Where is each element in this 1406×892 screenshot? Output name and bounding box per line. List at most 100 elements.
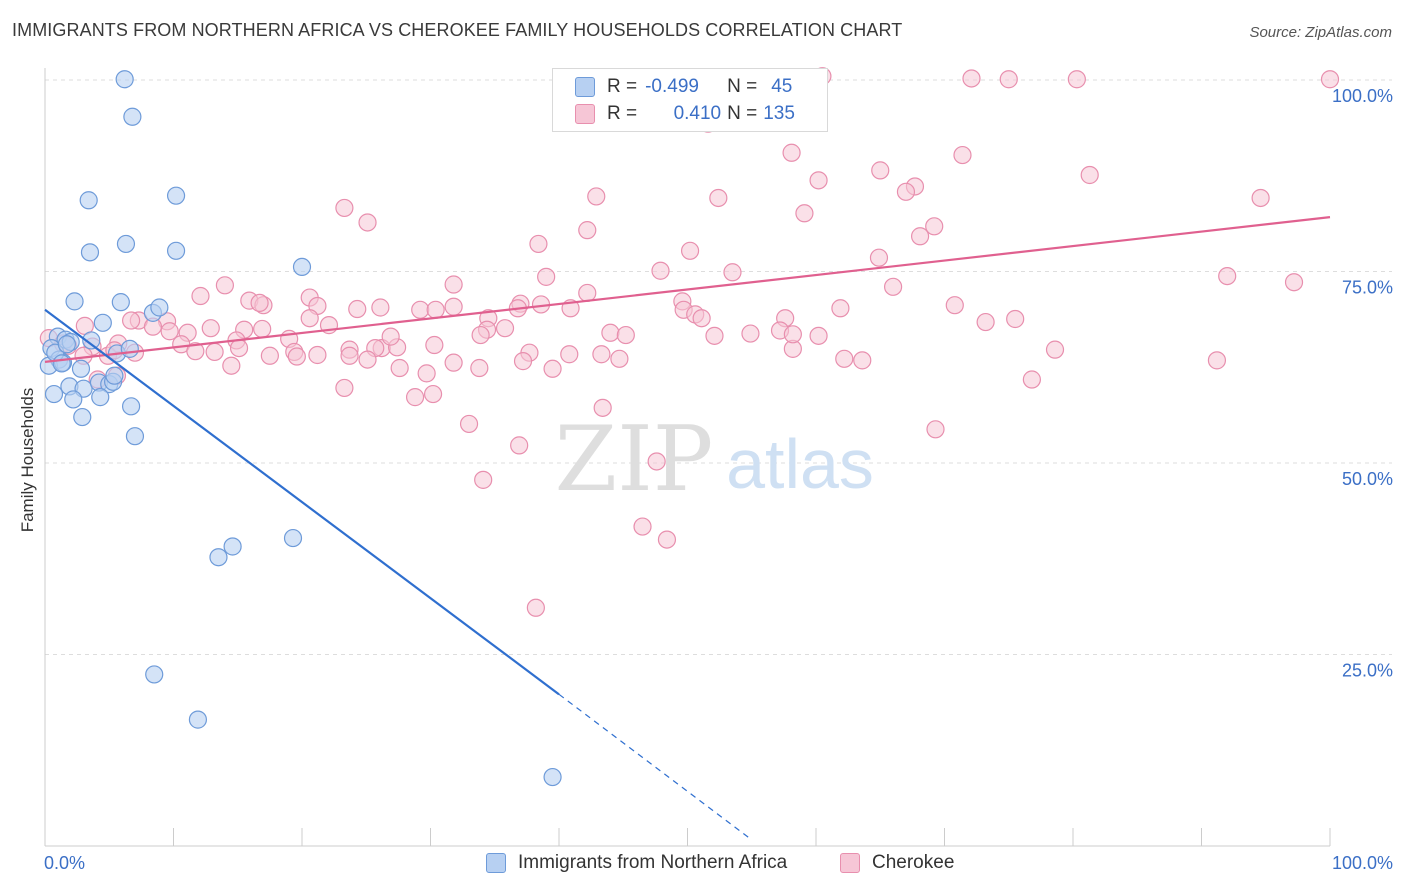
immigrants-point [120, 339, 139, 358]
cherokee-point [809, 326, 828, 345]
cherokee-point [831, 299, 850, 318]
y-axis-label: Family Households [18, 387, 37, 533]
immigrants-point [65, 292, 84, 311]
cherokee-point [633, 517, 652, 536]
immigrants-points [39, 70, 562, 787]
cherokee-point [358, 213, 377, 232]
cherokee-point [513, 352, 533, 371]
immigrants-point [166, 186, 186, 205]
cherokee-point [222, 356, 241, 375]
cherokee-point [543, 359, 562, 378]
cherokee-point [444, 275, 463, 294]
watermark: ZIP atlas [555, 407, 874, 512]
cherokee-point [616, 325, 635, 345]
cherokee-point [426, 300, 445, 319]
immigrants-point [121, 397, 141, 416]
cherokee-point [962, 69, 981, 88]
cherokee-trendline [44, 216, 1331, 363]
immigrants-point [116, 234, 136, 254]
immigrants-point [73, 407, 92, 427]
cherokee-point [680, 241, 700, 260]
axes-layer [44, 68, 1331, 847]
immigrants-point [150, 298, 169, 317]
cherokee-point [795, 204, 814, 223]
cherokee-point [896, 182, 916, 201]
cherokee-point [444, 297, 463, 316]
cherokee-point [587, 187, 606, 206]
cherokee-point [883, 277, 903, 296]
cherokee-point [160, 322, 179, 341]
immigrants-point [145, 665, 164, 684]
watermark-atlas: atlas [726, 425, 874, 503]
cherokee-point [510, 436, 529, 455]
cherokee-point [444, 353, 463, 372]
cherokee-point [405, 388, 425, 407]
immigrants-point [123, 107, 142, 126]
cherokee-point [692, 309, 711, 328]
cherokee-point [783, 325, 802, 344]
immigrants-trendline-extension [558, 693, 753, 841]
immigrants-point [44, 384, 64, 404]
cherokee-point [1080, 165, 1099, 185]
cherokee-point [201, 319, 220, 338]
cherokee-point [976, 312, 995, 332]
cherokee-point [709, 188, 728, 208]
cherokee-point [723, 263, 742, 282]
cherokee-point [869, 248, 889, 267]
cherokee-point [910, 227, 930, 246]
cherokee-point [300, 309, 319, 328]
cherokee-point [651, 261, 670, 280]
cherokee-point [578, 221, 597, 240]
cherokee-point [999, 70, 1018, 89]
cherokee-point [205, 342, 224, 362]
cherokee-point [358, 350, 377, 369]
cherokee-point [308, 345, 327, 365]
cherokee-point [1045, 340, 1065, 359]
cherokee-point [1284, 273, 1304, 292]
cherokee-point [647, 452, 666, 471]
trend-lines [44, 216, 1331, 841]
immigrants-point [292, 257, 312, 277]
legend-blue-n: 45 [771, 76, 793, 97]
cherokee-point [287, 347, 306, 366]
cherokee-point [1218, 266, 1237, 286]
legend-pink-r: 0.410 [673, 103, 722, 124]
cherokee-point [1067, 70, 1086, 89]
immigrants-point [188, 710, 208, 729]
cherokee-point [1006, 309, 1025, 329]
cherokee-point [186, 342, 205, 361]
cherokee-point [601, 323, 620, 342]
legend-blue-r: -0.499 [645, 76, 699, 97]
cherokee-point [705, 326, 724, 345]
cherokee-point [1251, 188, 1270, 208]
watermark-zip: ZIP [555, 407, 714, 512]
cherokee-point [471, 325, 490, 345]
immigrants-point [93, 313, 112, 332]
series-label-pink: Cherokee [872, 852, 955, 873]
immigrants-point [57, 335, 76, 354]
cherokee-point [381, 327, 400, 346]
cherokee-point [578, 283, 597, 303]
legend-swatch-pink [575, 104, 595, 124]
immigrants-point [543, 767, 562, 787]
cherokee-point [470, 358, 489, 378]
legend-r-label: R = [607, 76, 638, 97]
y-tick-label: 25.0% [1342, 661, 1393, 681]
immigrants-point [209, 548, 228, 567]
immigrants-point [166, 241, 186, 260]
cherokee-point [926, 420, 945, 439]
cherokee-point [593, 398, 612, 417]
legend-swatch-blue [575, 77, 595, 97]
cherokee-point [1022, 370, 1041, 389]
source-label: Source: ZipAtlas.com [1249, 24, 1392, 41]
cherokee-point [348, 299, 367, 319]
cherokee-point [657, 530, 677, 549]
cherokee-point [495, 319, 515, 338]
cherokee-point [953, 145, 972, 165]
series-label-blue: Immigrants from Northern Africa [518, 852, 788, 873]
immigrants-point [52, 354, 71, 373]
cherokee-point [260, 346, 279, 365]
cherokee-point [423, 384, 443, 404]
cherokee-point [945, 296, 964, 315]
y-tick-label: 100.0% [1332, 86, 1393, 106]
